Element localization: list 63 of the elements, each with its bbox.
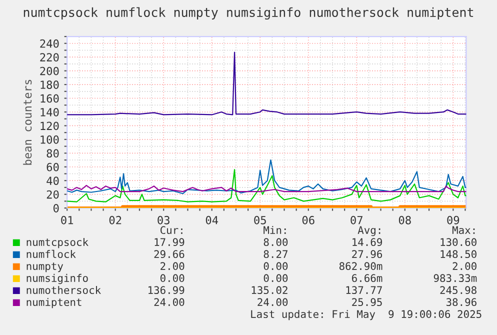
y-tick-label: 40 (46, 176, 59, 185)
y-tick-label: 160 (40, 94, 59, 103)
x-tick-label: 01 (61, 216, 74, 224)
text: 8.27 (264, 250, 288, 258)
text: 136.99 (148, 286, 184, 294)
legend-label: numtcpsock (26, 238, 88, 248)
legend-label: numothersock (26, 286, 101, 294)
legend-label: numflock (26, 250, 76, 258)
text: 38.96 (446, 298, 476, 306)
y-tick-label: 0 (53, 204, 59, 212)
text: Max: (452, 226, 475, 234)
x-tick-label: 07 (350, 216, 362, 224)
text: 130.60 (440, 238, 476, 246)
y-tick-label: 140 (40, 108, 59, 116)
text: 2.00 (452, 262, 476, 270)
x-tick-label: 05 (254, 216, 266, 224)
legend-label: numsiginfo (26, 274, 88, 284)
text: 24.00 (258, 298, 288, 306)
line-series (67, 159, 466, 194)
text: 0.00 (160, 274, 184, 282)
x-tick-label: 03 (158, 216, 170, 224)
x-tick-label: 02 (109, 216, 122, 224)
text: 137.77 (346, 286, 382, 294)
text: 17.99 (154, 238, 184, 246)
text: 24.00 (154, 298, 184, 306)
y-tick-label: 180 (40, 80, 59, 89)
text: Cur: (160, 226, 182, 234)
line-series (67, 169, 466, 202)
y-tick-label: 100 (40, 135, 59, 144)
y-tick-label: 80 (46, 149, 59, 158)
text: 135.02 (252, 286, 288, 294)
text: 2.00 (160, 262, 184, 270)
text: 0.00 (264, 262, 288, 270)
y-tick-label: 120 (40, 122, 59, 130)
text: Min: (264, 226, 286, 234)
text: 148.50 (440, 250, 476, 258)
text: 14.69 (352, 238, 382, 246)
line-series (67, 52, 466, 116)
line-series (67, 184, 466, 192)
text: Last update: Fri May 9 19:00:06 2025 (251, 310, 482, 320)
y-tick-label: 240 (40, 39, 59, 48)
text: 245.98 (440, 286, 476, 294)
y-axis-title: bean counters (23, 80, 32, 165)
legend-label: numiptent (26, 298, 82, 308)
text: 27.96 (352, 250, 382, 258)
text: 25.95 (352, 298, 382, 306)
x-tick-label: 09 (447, 216, 460, 224)
text: 8.00 (264, 238, 288, 246)
text: Avg: (358, 226, 380, 236)
x-tick-label: 08 (398, 216, 411, 224)
x-tick-label: 04 (206, 216, 218, 224)
text: 0.00 (264, 274, 288, 282)
legend-label: numpty (26, 262, 64, 272)
y-tick-label: 60 (46, 162, 59, 172)
text: 983.33m (434, 274, 477, 282)
y-tick-label: 200 (40, 66, 59, 76)
y-tick-label: 220 (40, 53, 59, 62)
text: 29.66 (154, 250, 184, 258)
x-tick-label: 06 (302, 216, 314, 224)
chart-title: numtcpsock numflock numpty numsiginfo numothersock numiptent (24, 7, 474, 20)
text: 6.66m (352, 274, 382, 282)
y-tick-label: 20 (46, 190, 59, 199)
text: 862.90m (339, 262, 382, 270)
